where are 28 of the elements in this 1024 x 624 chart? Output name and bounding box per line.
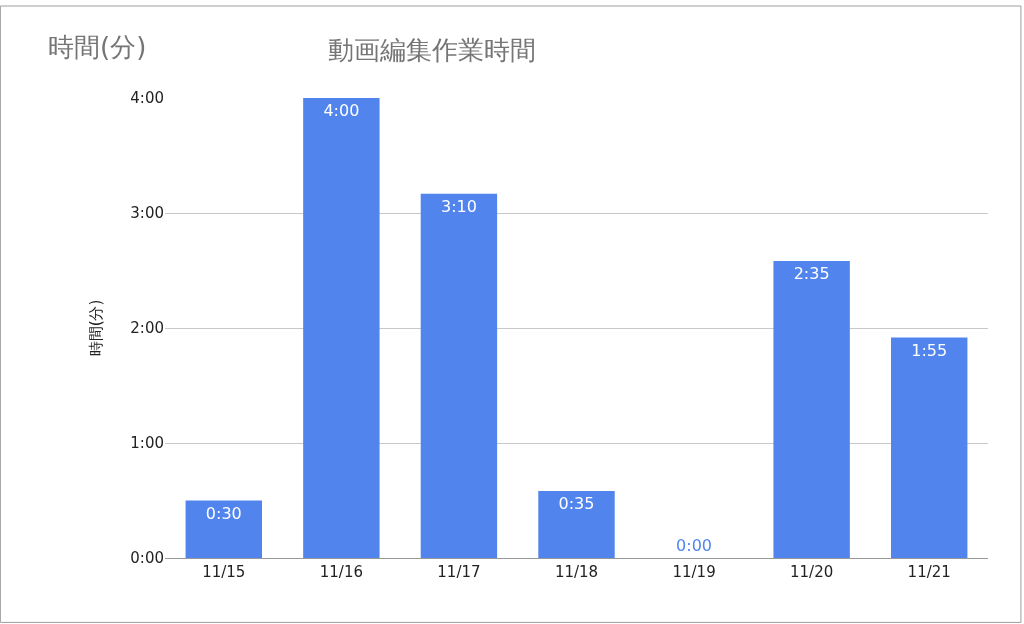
data-label: 1:55 — [911, 340, 948, 360]
x-tick-label: 11/20 — [790, 563, 834, 581]
text: 時間(分) — [48, 32, 147, 62]
bar — [185, 500, 262, 558]
x-tick-label: 11/17 — [437, 563, 481, 581]
x-tick-label: 11/19 — [672, 563, 716, 581]
data-label: 0:30 — [205, 503, 242, 523]
x-tick-label: 11/16 — [319, 563, 363, 581]
data-label: 4:00 — [323, 101, 360, 120]
data-label: 3:10 — [440, 196, 477, 216]
bar — [773, 260, 850, 558]
x-tick-label: 11/18 — [554, 563, 599, 581]
y-tick-label: 3:00 — [130, 204, 164, 223]
bar — [303, 98, 380, 558]
y-axis-title: 時間(分) — [86, 299, 105, 357]
data-label: 0:35 — [558, 493, 595, 513]
data-label: 2:35 — [793, 263, 830, 283]
bar — [420, 193, 498, 558]
data-label: 0:00 — [676, 536, 713, 555]
bar — [891, 337, 968, 558]
y-tick-label: 0:00 — [130, 549, 164, 568]
chart-title: 動画編集作業時間 — [327, 35, 536, 66]
x-tick-label: 11/21 — [907, 563, 951, 581]
y-tick-label: 4:00 — [130, 89, 164, 108]
bar — [538, 490, 615, 558]
y-tick-label: 2:00 — [130, 319, 164, 338]
x-tick-label: 11/15 — [202, 563, 246, 581]
y-tick-label: 1:00 — [130, 434, 164, 453]
